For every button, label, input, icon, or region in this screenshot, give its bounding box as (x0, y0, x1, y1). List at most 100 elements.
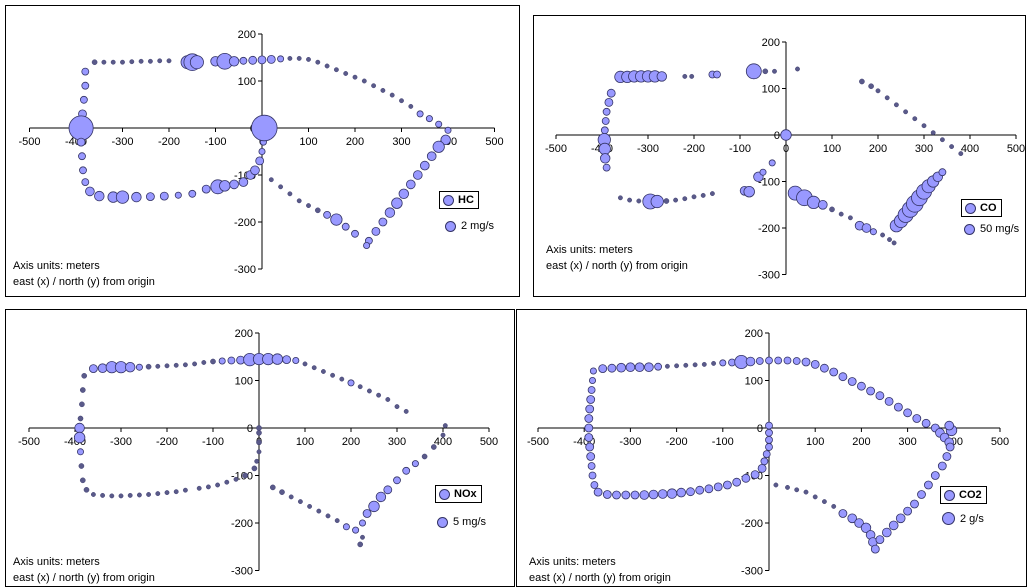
data-point (745, 63, 762, 80)
data-point (306, 203, 311, 209)
data-point (182, 487, 188, 493)
data-point (302, 361, 308, 367)
data-point (884, 397, 894, 406)
axis-units-line1: Axis units: meters (13, 556, 100, 568)
data-point (405, 179, 416, 190)
x-tick-label: 400 (434, 436, 452, 448)
data-point (314, 207, 321, 214)
data-point (411, 460, 419, 468)
data-point (598, 364, 608, 373)
data-point (271, 353, 284, 365)
data-point (83, 486, 90, 493)
data-point (398, 188, 410, 200)
data-point (650, 194, 664, 209)
data-point (371, 83, 376, 89)
data-point (887, 237, 892, 243)
data-point (85, 186, 95, 197)
axis-units-line2: east (x) / north (y) from origin (13, 276, 155, 288)
data-point (588, 471, 597, 480)
data-point (939, 137, 945, 143)
axis-units-note: Axis units: meters east (x) / north (y) … (529, 554, 671, 586)
data-point (215, 482, 221, 488)
data-point (634, 362, 645, 372)
data-point (759, 168, 767, 176)
data-point (426, 151, 437, 162)
y-tick-label: 200 (235, 328, 253, 340)
legend-marker (944, 489, 955, 501)
data-point (339, 376, 345, 382)
x-tick-label: 500 (485, 136, 503, 148)
data-point (795, 66, 800, 72)
data-point (923, 480, 933, 490)
data-point (109, 493, 115, 499)
axis-units-line1: Axis units: meters (529, 556, 616, 568)
data-point (131, 191, 142, 203)
x-tick-label: 500 (1007, 143, 1025, 155)
data-point (639, 490, 650, 500)
y-tick-label: -200 (741, 518, 763, 530)
data-point (599, 153, 611, 164)
data-point (870, 544, 880, 554)
data-point (256, 425, 262, 431)
data-point (829, 206, 835, 213)
data-point (884, 95, 890, 101)
data-point (921, 123, 927, 129)
data-point (279, 489, 285, 495)
data-point (444, 126, 452, 134)
y-tick-label: -200 (231, 518, 253, 530)
data-point (625, 362, 636, 372)
data-point (942, 452, 952, 461)
data-point (248, 55, 258, 65)
data-point (903, 109, 908, 115)
data-point (442, 423, 448, 429)
data-point (912, 414, 922, 423)
x-tick-label: -500 (545, 143, 567, 155)
data-point (408, 104, 414, 109)
axis-units-line1: Axis units: meters (13, 260, 100, 272)
x-tick-label: -300 (111, 136, 133, 148)
y-tick-label: -300 (741, 566, 763, 578)
data-point (654, 362, 663, 371)
legend-label: CO (980, 202, 997, 214)
y-tick-label: -200 (758, 223, 780, 235)
data-point (704, 484, 714, 494)
data-point (334, 518, 340, 524)
data-point (78, 152, 86, 161)
data-point (218, 357, 226, 365)
data-point (120, 59, 125, 65)
legend-scale-marker (437, 516, 448, 528)
data-point (586, 395, 596, 404)
data-point (585, 404, 595, 414)
data-point (859, 78, 865, 85)
data-point (383, 485, 393, 495)
data-point (129, 59, 135, 65)
data-point (847, 513, 858, 524)
data-point (68, 115, 94, 141)
data-point (100, 492, 106, 498)
data-point (700, 192, 706, 198)
data-point (838, 372, 848, 382)
data-point (912, 116, 918, 122)
data-point (77, 448, 85, 456)
data-point (155, 491, 161, 497)
data-point (419, 160, 430, 171)
data-point (91, 59, 98, 66)
data-point (80, 95, 88, 104)
data-point (80, 477, 86, 484)
data-point (201, 360, 207, 365)
data-point (394, 404, 400, 410)
data-point (780, 129, 792, 141)
data-point (296, 198, 302, 204)
data-point (584, 414, 594, 423)
data-point (330, 372, 335, 378)
data-point (765, 421, 773, 430)
data-point (440, 432, 446, 438)
data-point (648, 489, 659, 500)
data-point (135, 363, 143, 371)
data-point (306, 57, 311, 62)
legend-scale-marker (942, 512, 955, 525)
data-point (695, 485, 705, 495)
data-point (159, 191, 169, 201)
data-point (587, 386, 596, 394)
data-point (682, 196, 688, 202)
